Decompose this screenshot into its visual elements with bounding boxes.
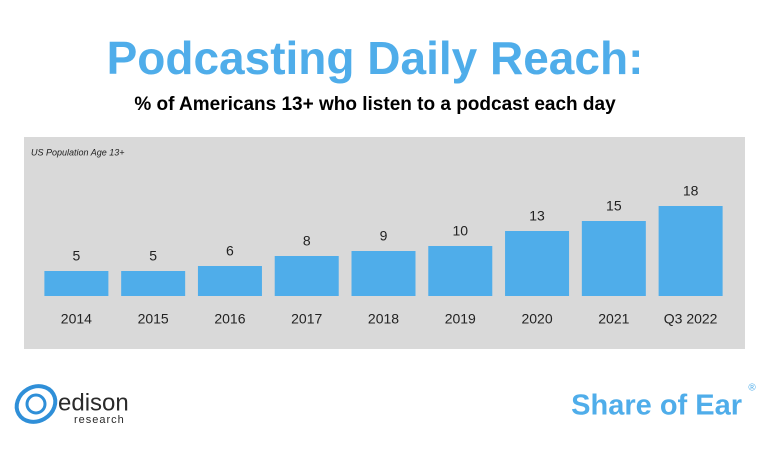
logo-name: edison <box>58 389 129 416</box>
logo-swoosh <box>14 384 58 424</box>
x-tick-label: Q3 2022 <box>664 311 718 327</box>
value-label: 9 <box>380 228 388 244</box>
bar <box>428 246 493 296</box>
bar <box>121 271 186 296</box>
x-tick-label: 2019 <box>445 311 476 327</box>
bar <box>197 266 262 296</box>
chart-title: Podcasting Daily Reach: <box>107 32 644 84</box>
bar <box>351 251 416 296</box>
logo <box>14 384 58 424</box>
x-tick-label: 2017 <box>291 311 322 327</box>
value-label: 18 <box>683 183 699 199</box>
x-tick-label: 2021 <box>598 311 629 327</box>
value-label: 6 <box>226 243 234 259</box>
x-tick-label: 2015 <box>138 311 169 327</box>
bar <box>274 256 339 296</box>
value-label: 8 <box>303 233 311 249</box>
value-label: 15 <box>606 198 622 214</box>
value-label: 10 <box>452 223 468 239</box>
logo-sub: research <box>74 414 125 426</box>
x-tick-label: 2014 <box>61 311 92 327</box>
logo-e <box>25 393 47 415</box>
x-tick-label: 2016 <box>214 311 245 327</box>
x-tick-label: 2018 <box>368 311 399 327</box>
brand: Share of Ear <box>571 390 742 422</box>
x-tick-label: 2020 <box>521 311 552 327</box>
bar <box>505 231 570 296</box>
chart-subtitle: % of Americans 13+ who listen to a podca… <box>134 94 616 115</box>
annotation: US Population Age 13+ <box>31 147 125 157</box>
bar <box>44 271 109 296</box>
value-label: 5 <box>149 248 157 264</box>
bar <box>658 206 723 296</box>
brand-mark: ® <box>748 383 756 394</box>
value-label: 5 <box>72 248 80 264</box>
bar <box>581 221 646 296</box>
value-label: 13 <box>529 208 545 224</box>
